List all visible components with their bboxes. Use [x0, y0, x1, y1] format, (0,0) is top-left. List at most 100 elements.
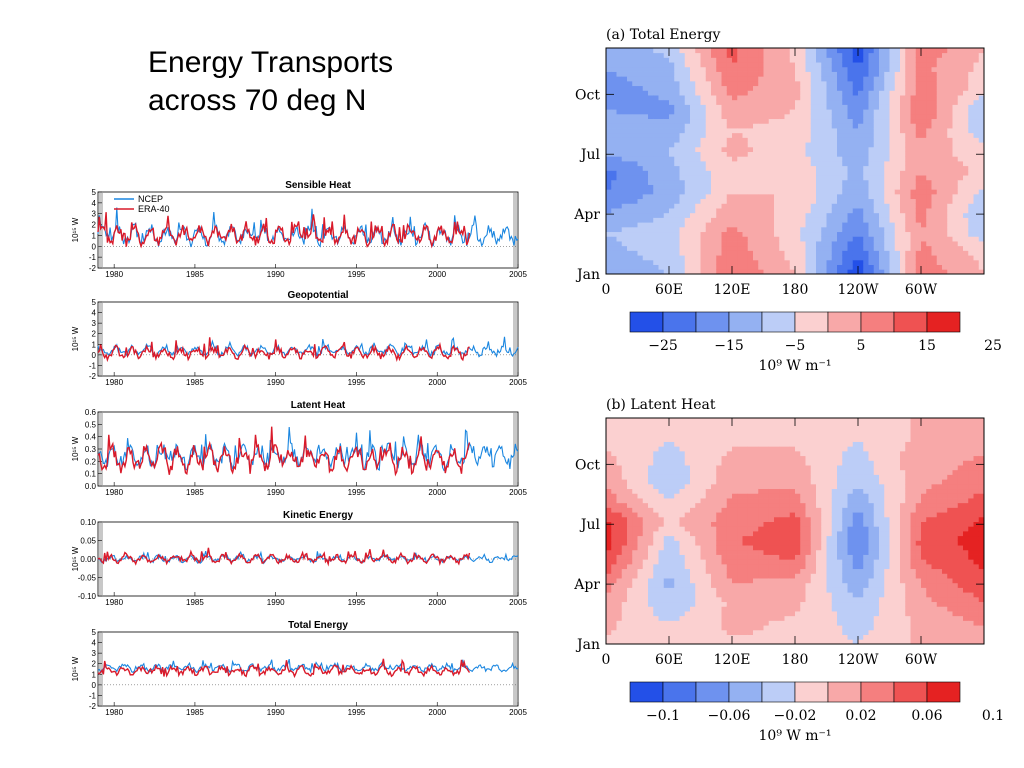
- contour-cell: [621, 255, 628, 261]
- contour-cell: [837, 217, 843, 223]
- contour-cell: [658, 418, 665, 424]
- contour-cell: [905, 259, 911, 265]
- contour-cell: [936, 118, 943, 124]
- contour-cell: [884, 212, 890, 218]
- contour-cell: [606, 109, 612, 115]
- contour-cell: [726, 620, 733, 626]
- contour-cell: [868, 66, 875, 72]
- contour-cell: [837, 128, 843, 134]
- contour-cell: [800, 175, 806, 181]
- contour-cell: [889, 269, 896, 275]
- contour-cell: [747, 48, 754, 54]
- contour-cell: [721, 507, 728, 513]
- contour-cell: [658, 193, 665, 200]
- contour-cell: [931, 57, 938, 63]
- contour-cell: [700, 418, 707, 424]
- contour-cell: [737, 184, 743, 190]
- contour-cell: [663, 531, 670, 537]
- contour-cell: [942, 165, 948, 171]
- contour-cell: [842, 236, 848, 242]
- contour-cell: [910, 142, 917, 148]
- contour-cell: [852, 269, 859, 275]
- contour-cell: [637, 507, 644, 513]
- contour-cell: [837, 123, 843, 129]
- contour-cell: [711, 128, 717, 134]
- contour-cell: [784, 170, 791, 176]
- contour-cell: [674, 611, 680, 617]
- contour-cell: [732, 620, 738, 626]
- contour-cell: [621, 48, 628, 54]
- contour-cell: [700, 554, 707, 560]
- contour-cell: [632, 104, 638, 110]
- contour-cell: [616, 507, 623, 513]
- contour-cell: [758, 203, 764, 209]
- contour-cell: [963, 212, 969, 218]
- contour-cell: [858, 113, 864, 120]
- contour-cell: [947, 264, 953, 270]
- contour-cell: [690, 418, 696, 424]
- contour-cell: [684, 582, 691, 588]
- contour-cell: [674, 587, 680, 593]
- contour-cell: [674, 241, 680, 247]
- contour-cell: [936, 226, 943, 233]
- contour-cell: [726, 540, 733, 546]
- contour-cell: [700, 99, 707, 105]
- contour-cell: [737, 161, 743, 167]
- contour-cell: [858, 226, 864, 233]
- contour-cell: [758, 236, 764, 242]
- contour-cell: [705, 236, 712, 242]
- contour-cell: [737, 189, 743, 195]
- contour-cell: [705, 104, 712, 110]
- contour-cell: [616, 90, 623, 96]
- contour-cell: [810, 113, 817, 120]
- contour-cell: [978, 259, 985, 265]
- contour-cell: [842, 76, 848, 82]
- contour-cell: [789, 104, 796, 110]
- contour-cell: [873, 179, 880, 185]
- panel-title: Total Energy: [288, 620, 348, 631]
- contour-cell: [700, 76, 707, 82]
- contour-cell: [753, 57, 759, 63]
- contour-cell: [648, 76, 654, 82]
- contour-cell: [879, 231, 885, 237]
- contour-cell: [774, 189, 780, 195]
- contour-cell: [648, 526, 654, 532]
- contour-cell: [968, 250, 974, 256]
- contour-cell: [805, 259, 812, 265]
- contour-cell: [642, 184, 649, 190]
- contour-cell: [942, 222, 948, 228]
- contour-cell: [663, 606, 670, 612]
- contour-cell: [784, 52, 791, 58]
- contour-cell: [690, 493, 696, 499]
- contour-cell: [810, 212, 817, 218]
- contour-cell: [831, 184, 838, 190]
- contour-cell: [705, 578, 712, 584]
- contour-cell: [695, 436, 701, 442]
- contour-cell: [637, 165, 644, 171]
- contour-cell: [894, 57, 901, 63]
- contour-cell: [742, 226, 749, 233]
- contour-cell: [726, 582, 733, 588]
- contour-cell: [658, 118, 665, 124]
- contour-cell: [826, 137, 833, 143]
- contour-cell: [784, 222, 791, 228]
- contour-cell: [879, 241, 885, 247]
- contour-cell: [642, 498, 649, 504]
- contour-cell: [831, 142, 838, 148]
- contour-cell: [611, 563, 617, 570]
- contour-cell: [737, 132, 743, 138]
- contour-cell: [721, 80, 728, 87]
- contour-cell: [658, 48, 665, 54]
- contour-cell: [837, 236, 843, 242]
- contour-cell: [695, 184, 701, 190]
- contour-cell: [711, 48, 717, 54]
- contour-cell: [963, 104, 969, 110]
- contour-cell: [663, 446, 670, 452]
- contour-cell: [627, 474, 633, 480]
- contour-cell: [711, 601, 717, 607]
- contour-cell: [695, 104, 701, 110]
- contour-cell: [873, 241, 880, 247]
- contour-cell: [852, 132, 859, 138]
- contour-cell: [921, 146, 927, 152]
- contour-cell: [700, 502, 707, 508]
